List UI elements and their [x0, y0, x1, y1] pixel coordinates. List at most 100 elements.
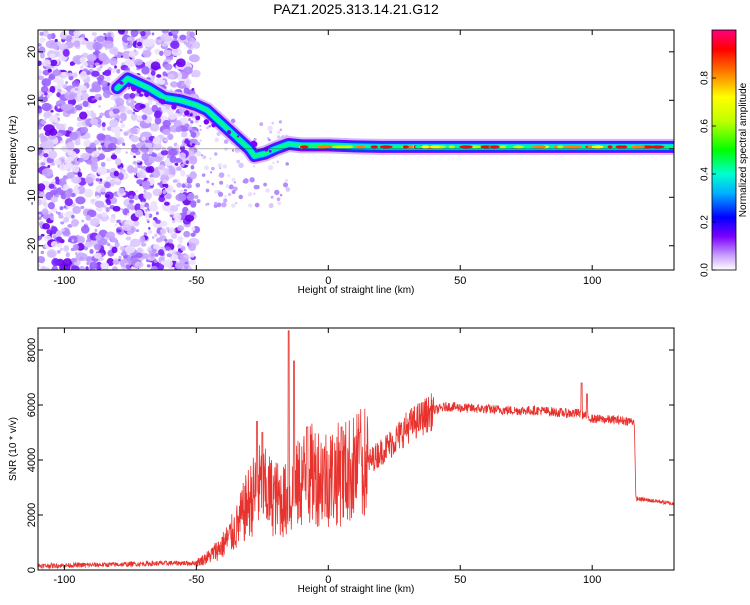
noise-speck	[163, 63, 173, 71]
noise-speck	[199, 128, 202, 131]
ridge-blob	[117, 80, 120, 83]
noise-speck	[155, 211, 159, 215]
noise-speck	[165, 106, 171, 110]
noise-speck	[108, 110, 114, 116]
noise-speck	[71, 80, 80, 87]
noise-speck	[80, 67, 84, 71]
noise-speck	[190, 165, 195, 170]
noise-speck	[146, 264, 151, 268]
noise-speck	[50, 109, 54, 113]
noise-speck	[98, 105, 101, 108]
noise-speck	[154, 48, 161, 55]
noise-speck	[191, 87, 195, 91]
noise-speck	[161, 202, 173, 212]
noise-speck	[71, 160, 76, 165]
noise-speck	[56, 236, 63, 242]
noise-speck	[133, 220, 140, 227]
noise-speck	[130, 135, 140, 143]
noise-speck	[96, 166, 108, 176]
noise-speck	[96, 35, 106, 43]
ridge-blob	[189, 113, 193, 117]
noise-speck	[56, 243, 63, 248]
ridge-hotspot	[607, 145, 613, 149]
noise-speck	[285, 187, 291, 192]
bottom-y-tick-label: 6000	[26, 393, 38, 417]
noise-speck	[227, 192, 232, 197]
noise-speck	[99, 65, 103, 69]
noise-speck	[219, 167, 222, 170]
noise-speck	[274, 189, 280, 196]
noise-speck	[69, 131, 79, 141]
noise-speck	[141, 136, 146, 141]
noise-speck	[184, 79, 192, 86]
noise-speck	[143, 213, 146, 216]
noise-speck	[109, 119, 119, 128]
noise-speck	[189, 252, 195, 258]
noise-speck	[231, 149, 235, 152]
noise-speck	[162, 128, 171, 136]
noise-speck	[90, 118, 99, 125]
noise-speck	[120, 113, 127, 122]
noise-speck	[50, 241, 58, 248]
noise-speck	[152, 217, 158, 221]
noise-speck	[60, 158, 65, 163]
noise-speck	[117, 172, 124, 181]
noise-speck	[67, 224, 73, 228]
noise-speck	[190, 120, 194, 124]
noise-speck	[206, 202, 210, 206]
noise-speck	[42, 94, 46, 98]
noise-speck	[127, 165, 135, 174]
colorbar-ticks: 0.0 0.2 0.4 0.6 0.8	[700, 71, 716, 277]
noise-speck	[225, 184, 230, 189]
noise-speck	[119, 128, 123, 132]
noise-speck	[110, 126, 117, 133]
noise-speck	[49, 53, 56, 59]
noise-speck	[132, 167, 138, 174]
noise-speck	[188, 54, 200, 63]
noise-speck	[126, 37, 132, 41]
noise-speck	[190, 131, 197, 138]
ridge-blob	[184, 110, 190, 116]
noise-speck	[249, 177, 255, 183]
noise-speck	[110, 96, 115, 101]
noise-speck	[63, 216, 70, 223]
noise-speck	[89, 142, 96, 150]
noise-speck	[175, 58, 186, 68]
noise-speck	[134, 58, 143, 66]
noise-speck	[82, 100, 89, 108]
noise-speck	[114, 131, 121, 139]
colorbar	[712, 30, 736, 270]
colorbar-tick-label: 0.4	[700, 167, 711, 181]
ridge-hotspot	[332, 145, 348, 149]
noise-speck	[124, 245, 136, 254]
noise-speck	[91, 150, 100, 158]
noise-speck	[173, 119, 182, 127]
noise-speck	[93, 39, 97, 43]
bottom-x-tick-label: 100	[583, 574, 601, 586]
noise-speck	[81, 219, 85, 223]
noise-speck	[111, 69, 117, 73]
noise-speck	[59, 206, 64, 211]
noise-speck	[101, 122, 106, 128]
noise-speck	[77, 171, 83, 178]
noise-speck	[94, 62, 100, 67]
noise-speck	[170, 81, 179, 88]
noise-speck	[75, 196, 86, 205]
noise-speck	[181, 183, 186, 188]
noise-speck	[86, 261, 90, 266]
noise-speck	[165, 193, 172, 200]
noise-speck	[94, 154, 98, 158]
noise-speck	[95, 195, 100, 200]
noise-speck	[118, 255, 122, 260]
noise-speck	[86, 41, 95, 50]
noise-speck	[89, 64, 94, 69]
noise-speck	[166, 253, 172, 258]
noise-speck	[195, 182, 201, 188]
noise-speck	[101, 263, 105, 267]
noise-speck	[113, 191, 117, 195]
noise-speck	[40, 120, 47, 125]
noise-speck	[151, 32, 155, 36]
noise-speck	[84, 241, 93, 248]
noise-speck	[124, 93, 129, 99]
noise-speck	[133, 172, 137, 176]
